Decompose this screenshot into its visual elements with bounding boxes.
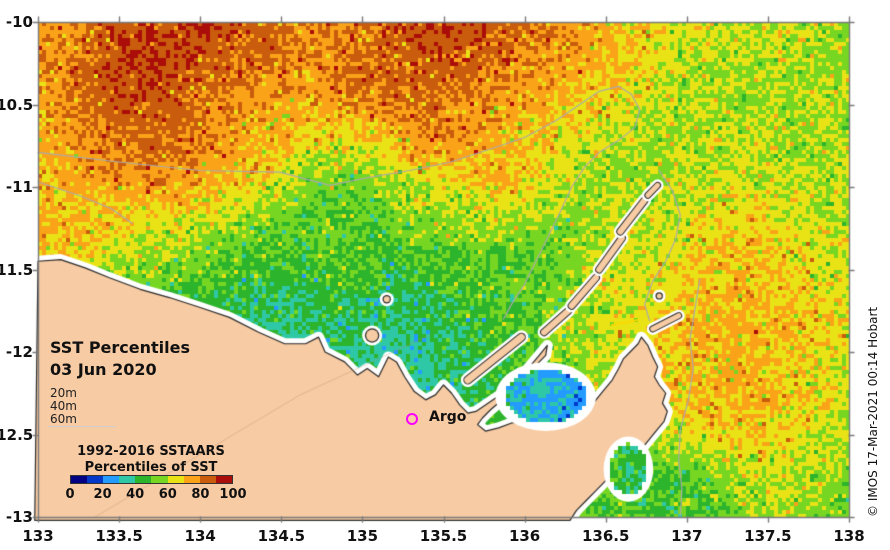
attribution-text: © IMOS 17-Mar-2021 00:14 Hobart bbox=[866, 306, 880, 517]
y-tick-label: -11.5 bbox=[0, 260, 34, 279]
y-tick-label: -10 bbox=[5, 13, 33, 31]
colorbar-segment bbox=[215, 476, 232, 483]
depth-contour-line-sample bbox=[48, 426, 116, 427]
x-tick-label: 137 bbox=[671, 527, 703, 545]
x-tick-label: 136.5 bbox=[581, 527, 630, 545]
colorbar-segment bbox=[135, 476, 152, 483]
colorbar-tick-label: 100 bbox=[219, 487, 247, 502]
map-title: SST Percentiles bbox=[50, 338, 190, 357]
x-tick-label: 136 bbox=[508, 527, 541, 545]
x-tick-label: 135.5 bbox=[419, 527, 468, 545]
x-tick-label: 133 bbox=[22, 527, 54, 545]
depth-contour-label: 60m bbox=[50, 412, 77, 426]
colorbar-tick-label: 40 bbox=[126, 487, 145, 502]
y-tick-label: -10.5 bbox=[0, 95, 34, 114]
colorbar-segment bbox=[183, 476, 200, 483]
argo-float-label: Argo bbox=[429, 409, 467, 425]
colorbar-tick-label: 0 bbox=[65, 487, 75, 502]
colorbar-segment bbox=[87, 476, 104, 483]
x-tick-label: 134.5 bbox=[257, 527, 306, 545]
x-tick-label: 138 bbox=[833, 527, 865, 545]
x-tick-label: 134 bbox=[184, 527, 216, 545]
colorbar bbox=[70, 475, 233, 484]
colorbar-segment bbox=[151, 476, 168, 483]
y-tick-label: -12.5 bbox=[0, 425, 34, 444]
x-tick-label: 133.5 bbox=[95, 527, 143, 545]
colorbar-segment bbox=[103, 476, 120, 483]
map-date: 03 Jun 2020 bbox=[50, 360, 157, 379]
argo-float-marker bbox=[406, 413, 418, 425]
depth-contour-label: 20m bbox=[50, 386, 77, 400]
colorbar-title-line2: Percentiles of SST bbox=[84, 460, 218, 475]
colorbar-tick-label: 60 bbox=[158, 487, 177, 502]
colorbar-tick-label: 80 bbox=[191, 487, 210, 502]
y-tick-label: -12 bbox=[5, 343, 33, 361]
y-tick-label: -11 bbox=[5, 178, 33, 196]
y-tick-label: -13 bbox=[5, 508, 33, 526]
colorbar-segment bbox=[167, 476, 184, 483]
colorbar-segment bbox=[71, 476, 88, 483]
x-tick-label: 135 bbox=[346, 527, 379, 545]
depth-contour-label: 40m bbox=[50, 399, 77, 413]
colorbar-title-line1: 1992-2016 SSTAARS bbox=[77, 444, 225, 459]
colorbar-segment bbox=[199, 476, 216, 483]
x-tick-label: 137.5 bbox=[744, 527, 792, 545]
colorbar-segment bbox=[119, 476, 136, 483]
colorbar-tick-label: 20 bbox=[93, 487, 112, 502]
